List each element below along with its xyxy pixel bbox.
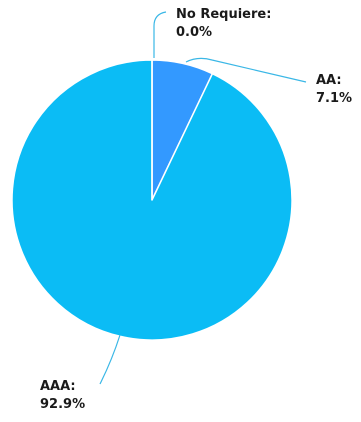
- leader-line-aa: [185, 57, 307, 83]
- slice-label-aa-value: 7.1%: [316, 91, 353, 106]
- leader-line-aaa: [99, 334, 121, 385]
- slice-label-aa-name: AA:: [316, 73, 342, 88]
- leader-line-no-requiere: [153, 11, 167, 58]
- slice-label-aaa-name: AAA:: [40, 379, 76, 394]
- slice-label-aa: AA: 7.1%: [316, 72, 352, 108]
- slice-label-aaa: AAA: 92.9%: [40, 378, 85, 414]
- slice-label-no-requiere-value: 0.0%: [176, 25, 213, 40]
- slice-label-no-requiere: No Requiere: 0.0%: [176, 6, 271, 42]
- slice-label-no-requiere-name: No Requiere:: [176, 7, 272, 22]
- slice-label-aaa-value: 92.9%: [40, 397, 86, 412]
